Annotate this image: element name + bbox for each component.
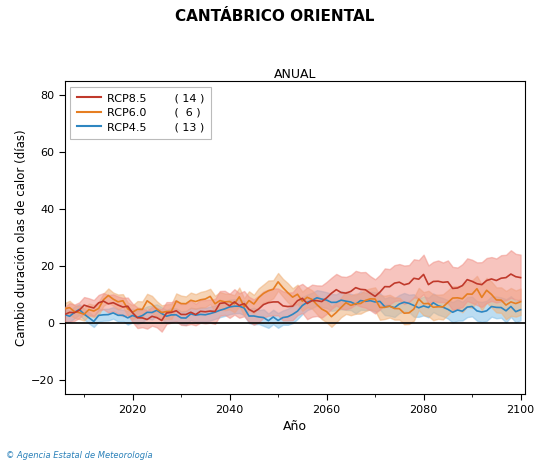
Text: CANTÁBRICO ORIENTAL: CANTÁBRICO ORIENTAL [175,9,375,24]
Y-axis label: Cambio duración olas de calor (días): Cambio duración olas de calor (días) [15,129,28,346]
Legend: RCP8.5        ( 14 ), RCP6.0        (  6 ), RCP4.5        ( 13 ): RCP8.5 ( 14 ), RCP6.0 ( 6 ), RCP4.5 ( 13… [70,87,211,139]
Title: ANUAL: ANUAL [274,68,316,81]
Text: © Agencia Estatal de Meteorología: © Agencia Estatal de Meteorología [6,451,152,460]
X-axis label: Año: Año [283,420,307,433]
